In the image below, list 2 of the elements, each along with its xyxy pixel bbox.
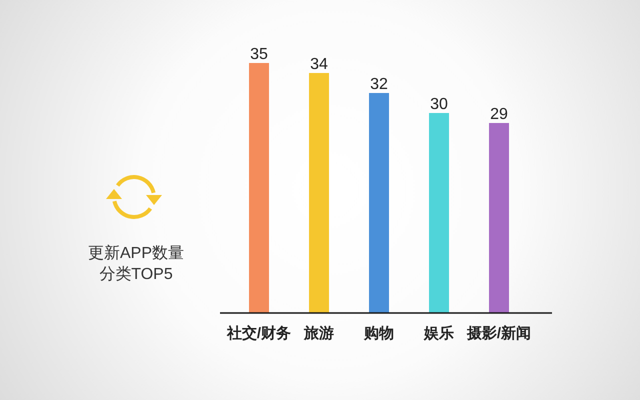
title: 更新APP数量 — [88, 245, 184, 262]
subtitle: 分类TOP5 — [99, 266, 173, 283]
